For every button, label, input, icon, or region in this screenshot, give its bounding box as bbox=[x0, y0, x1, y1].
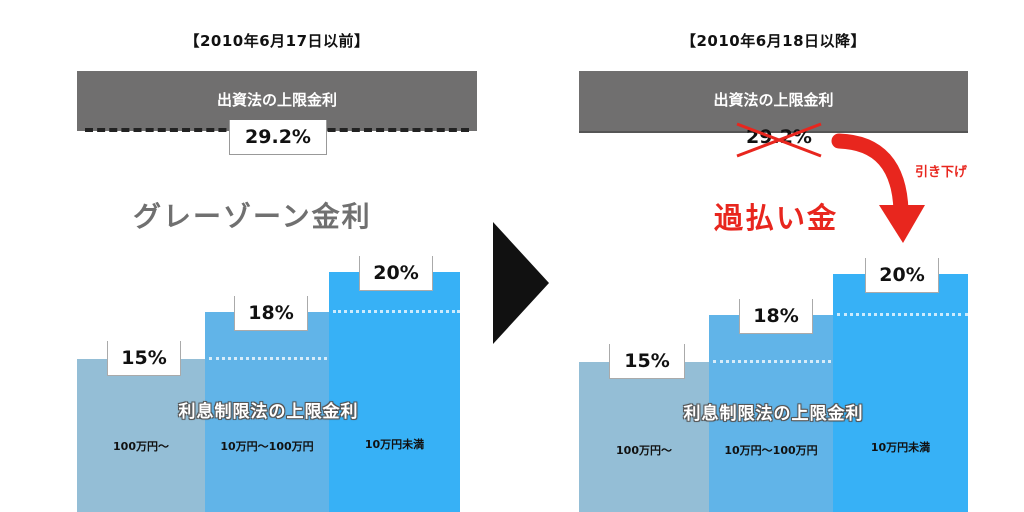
before-cap-rate: 29.2% bbox=[229, 120, 327, 155]
before-category-mid: 10万円〜100万円 bbox=[220, 440, 314, 453]
after-header-label: 出資法の上限金利 bbox=[713, 90, 834, 109]
after-title: 【2010年6月18日以降】 bbox=[680, 32, 867, 50]
after-rate-high: 20% bbox=[865, 258, 939, 293]
before-panel: 【2010年6月17日以前】 出資法の上限金利 29.2% グレーゾーン金利 1… bbox=[77, 0, 477, 512]
after-category-mid: 10万円〜100万円 bbox=[724, 444, 818, 457]
after-rate-mid: 18% bbox=[739, 299, 813, 334]
before-law-label: 利息制限法の上限金利 bbox=[178, 402, 359, 422]
before-bar-low bbox=[77, 359, 205, 512]
after-law-label: 利息制限法の上限金利 bbox=[683, 404, 864, 424]
before-rate-low: 15% bbox=[107, 341, 181, 376]
transition-arrow-icon bbox=[493, 222, 549, 344]
after-rate-low: 15% bbox=[609, 344, 685, 379]
after-header-bar: 出資法の上限金利 bbox=[579, 71, 968, 131]
cross-out-icon bbox=[736, 122, 822, 158]
before-dotline-high bbox=[333, 310, 460, 313]
before-rate-mid: 18% bbox=[234, 296, 308, 331]
curved-down-arrow-icon bbox=[831, 133, 925, 243]
gray-zone-label: グレーゾーン金利 bbox=[133, 200, 372, 233]
after-dotline-high bbox=[837, 313, 968, 316]
before-category-high: 10万円未満 bbox=[364, 438, 425, 451]
after-bar-low bbox=[579, 362, 709, 512]
before-bar-high bbox=[329, 272, 460, 512]
after-cap-rate-struck: 29.2% bbox=[731, 120, 827, 160]
after-panel: 【2010年6月18日以降】 出資法の上限金利 29.2% 過払い金 引き下げ … bbox=[579, 0, 968, 512]
after-cap-line bbox=[579, 131, 968, 133]
before-title: 【2010年6月17日以前】 bbox=[184, 32, 370, 50]
before-bar-mid bbox=[205, 312, 329, 512]
before-rate-high: 20% bbox=[359, 256, 433, 291]
after-bar-mid bbox=[709, 315, 833, 512]
after-cap-rate: 29.2% bbox=[746, 126, 812, 148]
before-category-low: 100万円〜 bbox=[113, 440, 169, 453]
after-dotline-mid bbox=[713, 360, 831, 363]
reduction-label: 引き下げ bbox=[915, 165, 968, 180]
after-bar-high bbox=[833, 274, 968, 512]
after-category-high: 10万円未満 bbox=[870, 441, 931, 454]
after-category-low: 100万円〜 bbox=[616, 444, 672, 457]
before-dotline-mid bbox=[209, 357, 327, 360]
overpayment-label: 過払い金 bbox=[714, 201, 839, 235]
before-header-label: 出資法の上限金利 bbox=[216, 90, 337, 109]
